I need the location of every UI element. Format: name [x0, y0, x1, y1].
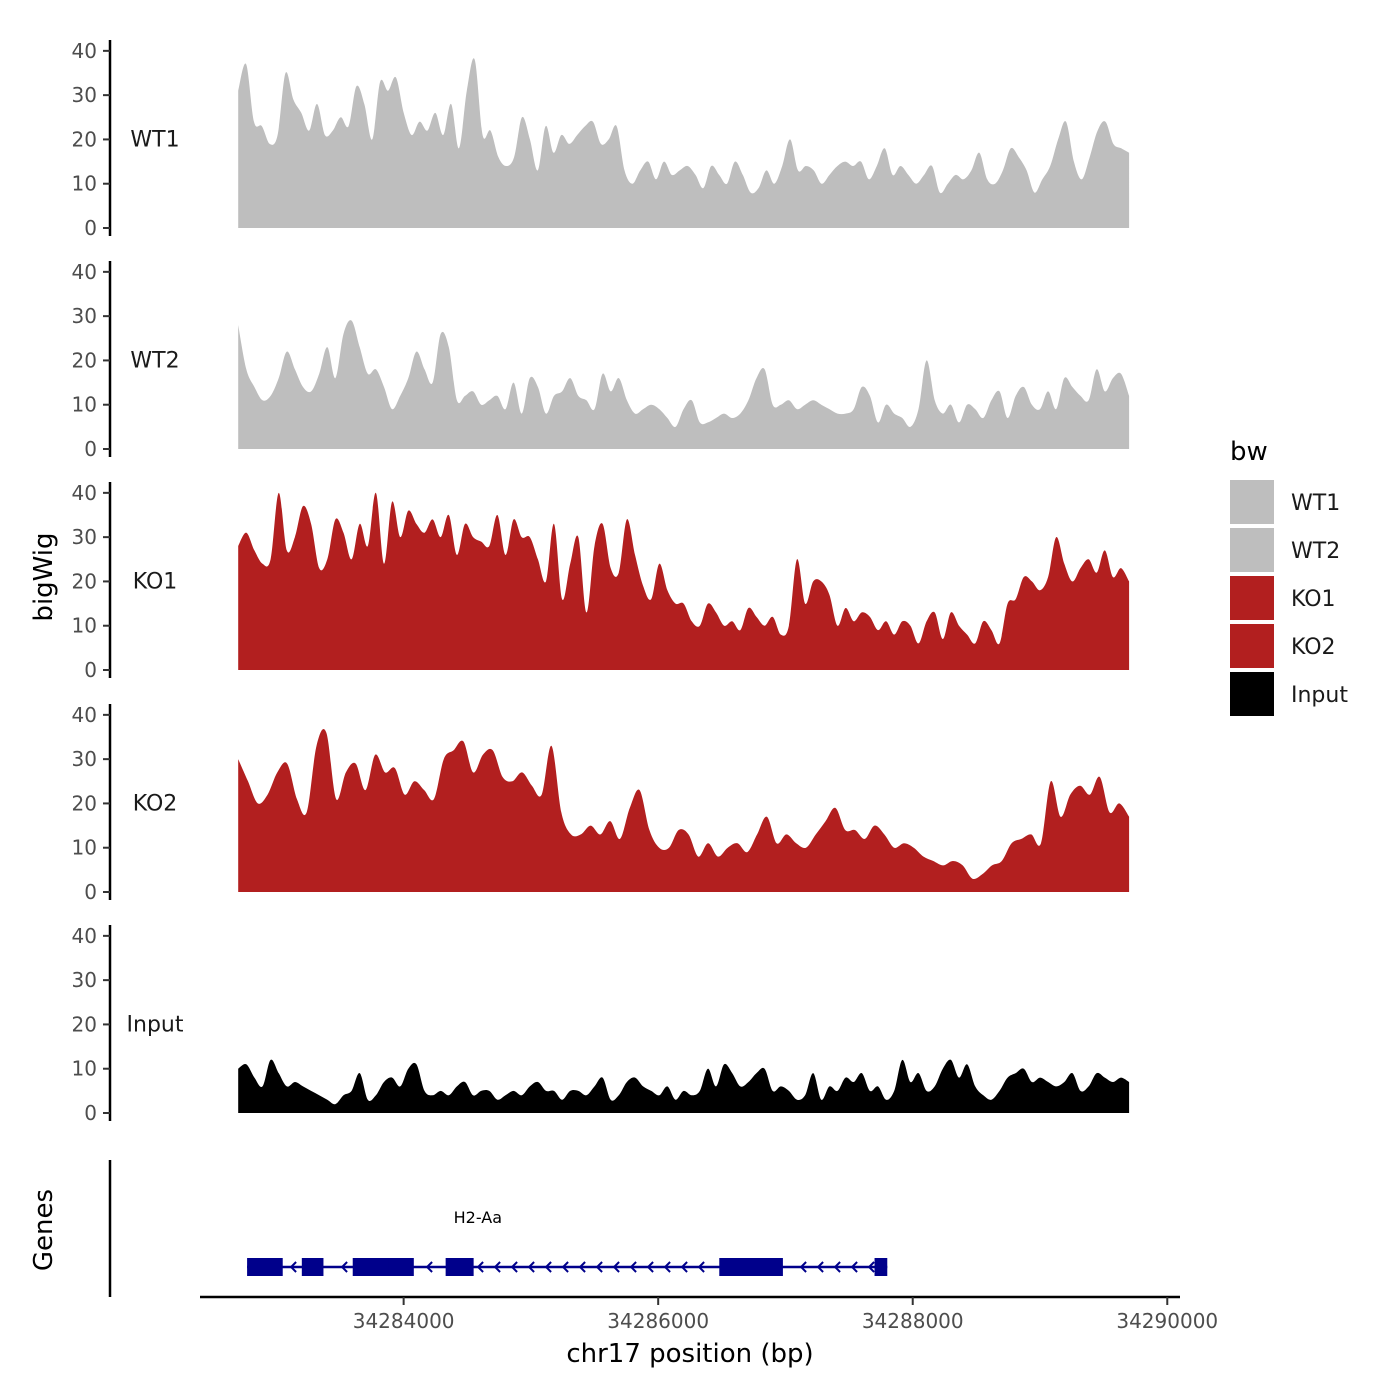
- strand-arrow: [646, 1261, 654, 1273]
- y-tick-label: 10: [72, 1057, 97, 1081]
- y-tick-label: 40: [72, 39, 97, 63]
- legend-swatch-ko2: [1230, 624, 1274, 668]
- legend-swatch-wt2: [1230, 528, 1274, 572]
- track-label: KO2: [133, 791, 178, 816]
- y-tick-label: 0: [84, 658, 97, 682]
- y-tick-label: 20: [72, 791, 97, 815]
- y-tick-label: 10: [72, 614, 97, 638]
- y-tick-label: 20: [72, 569, 97, 593]
- y-tick-label: 30: [72, 304, 97, 328]
- y-axis-title: bigWig: [29, 532, 59, 621]
- strand-arrow: [629, 1261, 637, 1273]
- y-tick-label: 40: [72, 481, 97, 505]
- exon-block: [352, 1258, 391, 1276]
- strand-arrow: [527, 1261, 535, 1273]
- y-tick-label: 20: [72, 127, 97, 151]
- strand-arrow: [493, 1261, 501, 1273]
- legend-label-ko1: KO1: [1291, 587, 1336, 612]
- coverage-area-ko1: [238, 492, 1130, 670]
- legend-label-ko2: KO2: [1291, 635, 1336, 660]
- track-label: Input: [127, 1012, 184, 1037]
- exon-block: [445, 1258, 474, 1276]
- track-ko2: 0 10 20 30 40 KO2: [72, 703, 1130, 904]
- strand-arrow: [697, 1261, 705, 1273]
- y-tick-label: 10: [72, 172, 97, 196]
- x-tick-label: 34290000: [1116, 1309, 1218, 1333]
- y-tick-label: 10: [72, 393, 97, 417]
- y-tick-label: 30: [72, 747, 97, 771]
- track-wt1: 0 10 20 30 40 WT1: [72, 39, 1130, 240]
- y-tick-label: 0: [84, 1101, 97, 1125]
- strand-arrow: [595, 1261, 603, 1273]
- y-tick-label: 0: [84, 437, 97, 461]
- x-axis-title: chr17 position (bp): [566, 1339, 813, 1369]
- legend-title: bw: [1230, 437, 1268, 467]
- strand-arrow: [510, 1261, 518, 1273]
- strand-arrow: [799, 1261, 807, 1273]
- y-tick-label: 30: [72, 83, 97, 107]
- x-axis: 34284000 34286000 34288000 34290000: [200, 1295, 1218, 1333]
- y-tick-label: 10: [72, 836, 97, 860]
- coverage-area-input: [238, 1059, 1130, 1113]
- legend-label-input: Input: [1291, 683, 1348, 708]
- y-tick-label: 30: [72, 968, 97, 992]
- y-tick-label: 0: [84, 880, 97, 904]
- y-tick-label: 20: [72, 1012, 97, 1036]
- exon-block: [388, 1258, 414, 1276]
- track-label: WT2: [130, 348, 179, 373]
- x-tick-label: 34284000: [353, 1309, 455, 1333]
- gene-track-title: Genes: [29, 1189, 59, 1271]
- y-tick-label: 40: [72, 703, 97, 727]
- coverage-tracks: 0 10 20 30 40 WT1 0 10 20 30 40 WT2 0 10 20 30 40 KO1 0 10 2…: [72, 39, 1130, 1125]
- track-input: 0 10 20 30 40 Input: [72, 924, 1130, 1125]
- y-tick-label: 0: [84, 216, 97, 240]
- strand-arrow: [612, 1261, 620, 1273]
- strand-arrow: [578, 1261, 586, 1273]
- strand-arrow: [663, 1261, 671, 1273]
- coverage-area-wt1: [238, 58, 1130, 229]
- exon-block: [247, 1258, 283, 1276]
- strand-arrow: [561, 1261, 569, 1273]
- strand-arrow: [816, 1261, 824, 1273]
- track-wt2: 0 10 20 30 40 WT2: [72, 260, 1130, 461]
- strand-arrow: [833, 1261, 841, 1273]
- legend: bw WT1 WT2 KO1 KO2 Input: [1230, 437, 1348, 716]
- strand-arrow: [544, 1261, 552, 1273]
- gene-label: H2-Aa: [454, 1208, 502, 1227]
- y-tick-label: 20: [72, 348, 97, 372]
- track-label: WT1: [130, 127, 179, 152]
- y-tick-label: 40: [72, 924, 97, 948]
- strand-arrow: [289, 1261, 297, 1273]
- coverage-area-ko2: [238, 729, 1130, 892]
- y-tick-label: 40: [72, 260, 97, 284]
- legend-swatch-wt1: [1230, 480, 1274, 524]
- exon-block: [301, 1258, 324, 1276]
- exon-block: [874, 1258, 888, 1276]
- legend-label-wt2: WT2: [1291, 539, 1340, 564]
- strand-arrow: [867, 1261, 875, 1273]
- strand-arrow: [476, 1261, 484, 1273]
- track-label: KO1: [133, 569, 178, 594]
- track-ko1: 0 10 20 30 40 KO1: [72, 481, 1130, 682]
- legend-swatch-ko1: [1230, 576, 1274, 620]
- legend-label-wt1: WT1: [1291, 491, 1340, 516]
- x-tick-label: 34288000: [862, 1309, 964, 1333]
- gene-h2-aa: H2-Aa: [247, 1208, 888, 1276]
- y-tick-label: 30: [72, 525, 97, 549]
- strand-arrow: [680, 1261, 688, 1273]
- gene-track: H2-Aa: [108, 1160, 888, 1297]
- strand-arrow: [850, 1261, 858, 1273]
- strand-arrow: [425, 1261, 433, 1273]
- x-tick-label: 34286000: [607, 1309, 709, 1333]
- strand-arrow: [340, 1261, 348, 1273]
- legend-swatch-input: [1230, 672, 1274, 716]
- exon-block: [719, 1258, 783, 1276]
- coverage-area-wt2: [238, 320, 1130, 449]
